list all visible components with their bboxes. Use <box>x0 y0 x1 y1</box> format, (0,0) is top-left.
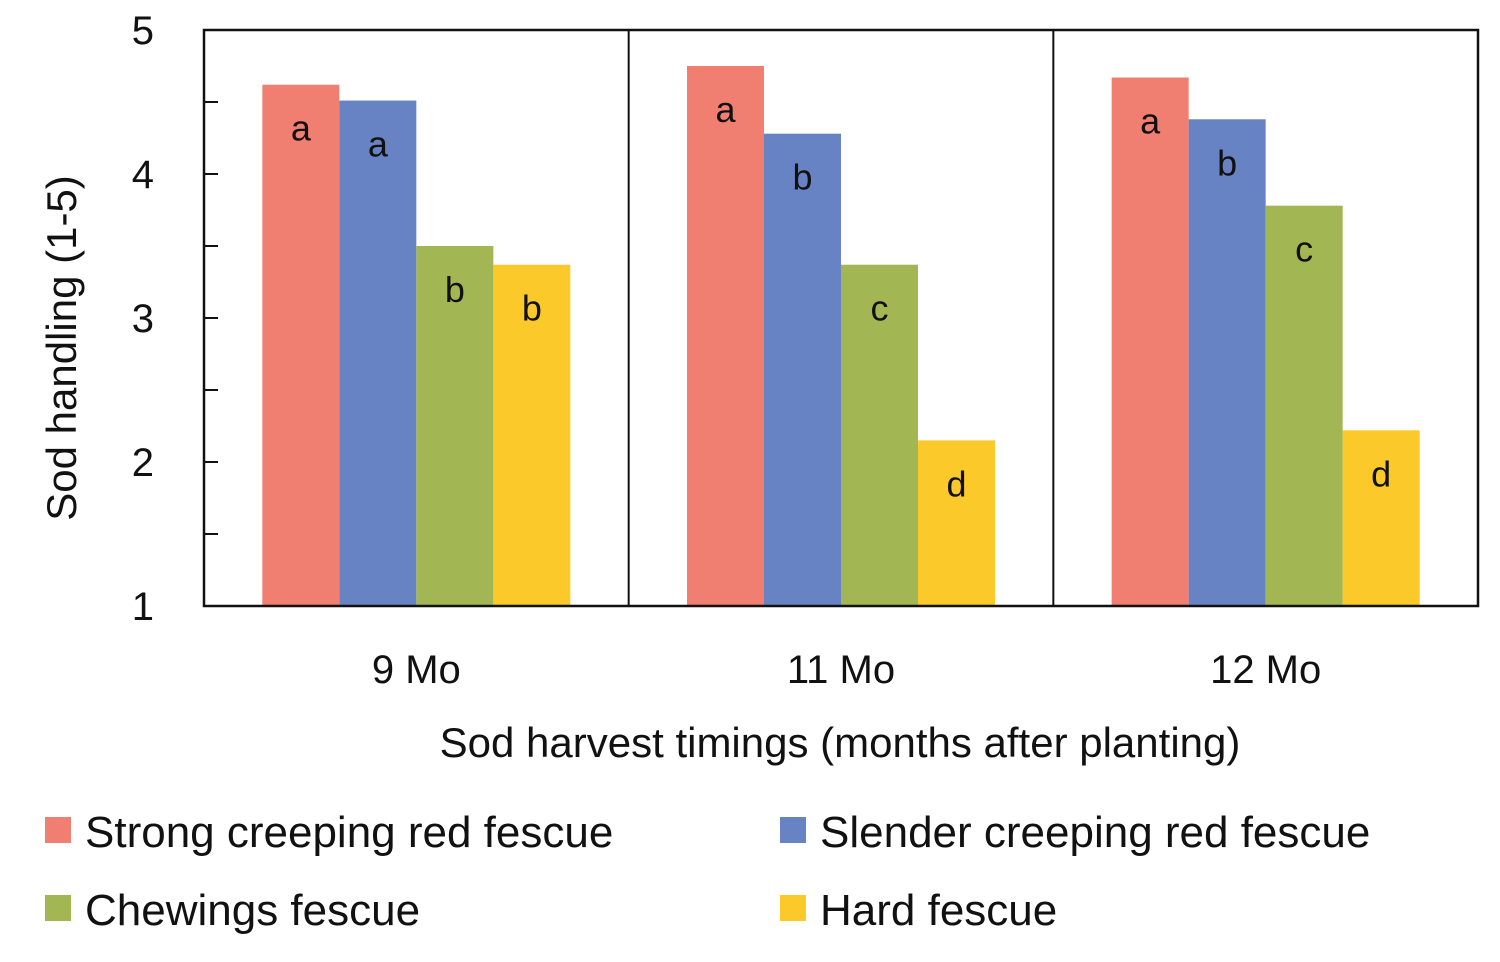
bar-3-group-2 <box>841 264 918 606</box>
y-tick-label: 2 <box>132 441 154 485</box>
bar-4-group-1 <box>493 264 571 606</box>
bar-label-3-group-3: c <box>1295 229 1313 270</box>
legend-swatch-3 <box>45 895 71 921</box>
bar-2-group-3 <box>1188 119 1266 606</box>
y-axis: 1 2 3 4 5 <box>132 9 218 629</box>
bar-label-2-group-1: a <box>368 124 389 165</box>
bar-label-1-group-2: a <box>715 89 736 130</box>
y-tick-label: 4 <box>132 153 154 197</box>
bar-label-2-group-3: b <box>1217 142 1237 183</box>
bar-label-4-group-3: d <box>1371 453 1391 494</box>
y-tick-label: 5 <box>132 9 154 53</box>
legend-label-4: Hard fescue <box>820 886 1057 935</box>
bar-3-group-3 <box>1265 205 1343 606</box>
x-axis-title: Sod harvest timings (months after planti… <box>440 719 1241 766</box>
bar-1-group-2 <box>687 66 764 606</box>
bar-label-2-group-2: b <box>792 157 812 198</box>
legend: Strong creeping red fescue Slender creepi… <box>45 808 1370 935</box>
legend-swatch-4 <box>780 895 806 921</box>
bar-4-group-2 <box>918 440 995 606</box>
y-tick-label: 1 <box>132 585 154 629</box>
y-axis-title: Sod handling (1-5) <box>38 175 85 521</box>
bar-1-group-1 <box>262 84 340 607</box>
bar-label-4-group-2: d <box>946 463 966 504</box>
bar-4-group-3 <box>1342 430 1420 606</box>
bars-layer: a a b b a b c d a b c d <box>262 66 1420 607</box>
legend-label-2: Slender creeping red fescue <box>820 808 1370 857</box>
y-tick-label: 3 <box>132 297 154 341</box>
legend-label-3: Chewings fescue <box>85 886 420 935</box>
x-tick-label: 9 Mo <box>372 648 461 692</box>
bar-label-1-group-3: a <box>1140 101 1161 142</box>
x-axis: 9 Mo 11 Mo 12 Mo <box>372 648 1321 692</box>
bar-3-group-1 <box>416 246 494 606</box>
x-tick-label: 12 Mo <box>1210 648 1321 692</box>
bar-label-4-group-1: b <box>522 288 542 329</box>
bar-label-1-group-1: a <box>291 108 312 149</box>
x-tick-label: 11 Mo <box>787 648 895 692</box>
bar-2-group-1 <box>339 100 417 606</box>
legend-swatch-1 <box>45 817 71 843</box>
bar-label-3-group-2: c <box>871 288 889 329</box>
bar-2-group-2 <box>764 133 841 606</box>
bar-label-3-group-1: b <box>445 269 465 310</box>
bar-1-group-3 <box>1111 77 1189 606</box>
legend-label-1: Strong creeping red fescue <box>85 808 613 857</box>
legend-swatch-2 <box>780 817 806 843</box>
